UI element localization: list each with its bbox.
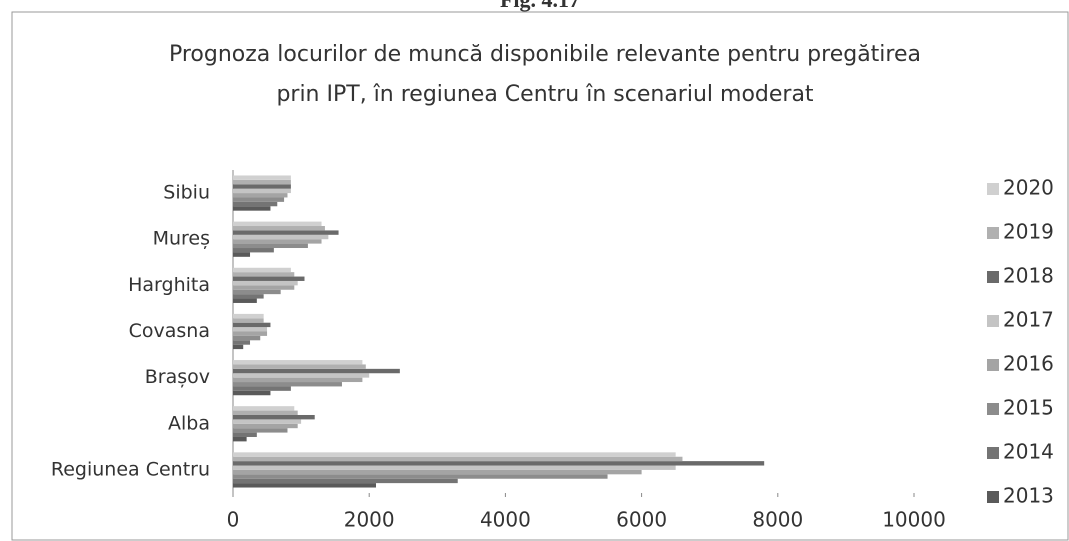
bar — [233, 386, 291, 391]
legend-label: 2013 — [1003, 484, 1054, 508]
bar — [233, 406, 295, 411]
bar — [233, 340, 251, 345]
bar — [233, 230, 339, 235]
bar — [233, 206, 271, 211]
bar — [233, 344, 244, 350]
bar — [233, 373, 370, 378]
bar — [233, 234, 329, 240]
legend-label: 2014 — [1003, 440, 1054, 464]
x-tick-label: 2000 — [344, 508, 395, 532]
bar — [233, 368, 400, 374]
bar — [233, 456, 683, 462]
bar — [233, 327, 268, 332]
bar — [233, 197, 285, 202]
bar — [233, 382, 342, 387]
figure-label: Fig. 4.17 — [500, 0, 580, 12]
bar — [233, 414, 315, 420]
bar — [233, 289, 281, 295]
legend-label: 2018 — [1003, 264, 1054, 288]
legend-swatch — [987, 271, 999, 283]
legend-swatch — [987, 183, 999, 195]
bar — [233, 188, 291, 194]
bar — [233, 465, 676, 470]
x-tick-label: 0 — [227, 508, 240, 532]
bar — [233, 335, 261, 341]
bar — [233, 410, 298, 415]
bar — [233, 175, 291, 180]
bar — [233, 469, 642, 475]
legend-label: 2017 — [1003, 308, 1054, 332]
bar — [233, 243, 308, 249]
y-tick-label: Harghita — [128, 274, 210, 296]
bar — [233, 478, 458, 484]
bar — [233, 280, 298, 286]
bar — [233, 419, 302, 424]
bar — [233, 226, 325, 231]
legend-swatch — [987, 491, 999, 503]
x-tick-label: 6000 — [616, 508, 667, 532]
bar — [233, 248, 274, 253]
bar — [233, 474, 608, 479]
bar — [233, 193, 288, 198]
bar — [233, 272, 295, 277]
x-tick-label: 4000 — [480, 508, 531, 532]
bar — [233, 390, 271, 396]
bar — [233, 331, 268, 336]
bar — [233, 285, 295, 290]
bar — [233, 322, 271, 328]
y-tick-label: Brașov — [145, 366, 210, 388]
y-tick-label: Regiunea Centru — [51, 458, 210, 480]
chart-frame — [11, 11, 1069, 541]
y-tick-label: Alba — [168, 412, 210, 434]
bar — [233, 201, 278, 207]
legend-swatch — [987, 403, 999, 415]
bar — [233, 221, 322, 227]
bar — [233, 294, 264, 299]
bar — [233, 452, 676, 457]
bar — [233, 377, 363, 383]
bar — [233, 267, 291, 273]
x-tick-label: 10000 — [882, 508, 946, 532]
bar — [233, 360, 363, 365]
legend-swatch — [987, 359, 999, 371]
bar — [233, 179, 291, 185]
bar — [233, 461, 765, 466]
chart-title: Prognoza locurilor de muncă disponibile … — [169, 42, 921, 67]
bar — [233, 276, 305, 281]
bar — [233, 239, 322, 244]
bar — [233, 313, 264, 319]
legend-swatch — [987, 447, 999, 459]
y-tick-label: Covasna — [129, 320, 210, 342]
y-tick-label: Sibiu — [163, 182, 210, 204]
legend-label: 2015 — [1003, 396, 1054, 420]
y-tick-label: Mureș — [153, 228, 210, 250]
bar — [233, 423, 298, 429]
bar — [233, 184, 291, 189]
bar — [233, 483, 377, 488]
bar — [233, 298, 257, 303]
bar — [233, 318, 264, 323]
legend-label: 2020 — [1003, 176, 1054, 200]
legend-label: 2016 — [1003, 352, 1054, 376]
bar — [233, 436, 247, 442]
x-tick-label: 8000 — [752, 508, 803, 532]
bar — [233, 364, 366, 369]
bar — [233, 432, 257, 437]
legend-swatch — [987, 227, 999, 239]
bar — [233, 428, 288, 433]
chart-title: prin IPT, în regiunea Centru în scenariu… — [276, 82, 813, 107]
legend-label: 2019 — [1003, 220, 1054, 244]
legend-swatch — [987, 315, 999, 327]
bar — [233, 252, 251, 257]
